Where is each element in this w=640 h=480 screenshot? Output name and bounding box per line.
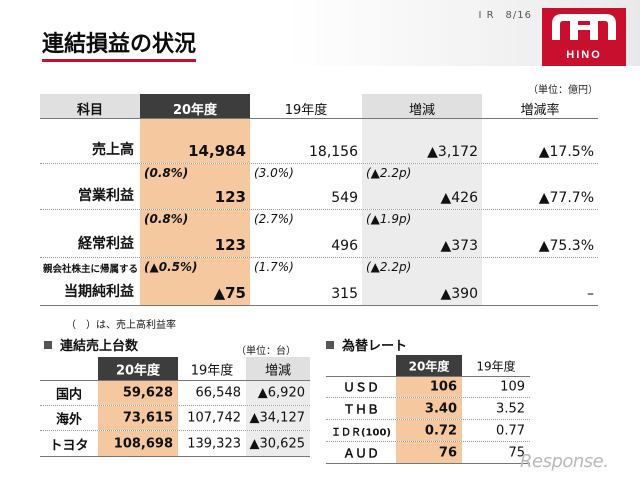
value-20: 108,698: [113, 436, 173, 451]
value-diff: ▲34,127: [249, 410, 306, 426]
value-diff: ▲373: [440, 238, 479, 254]
table-row: 経常利益 (0.8%) 123 (2.7%) 496 (▲1.9p) ▲373 …: [40, 210, 598, 258]
bullet-square-icon: [326, 341, 334, 349]
value-diff: ▲3,172: [427, 144, 478, 160]
column-header: 増減: [408, 103, 435, 118]
column-header: 増減率: [520, 103, 560, 118]
row-sublabel: 親会社株主に帰属する: [42, 264, 138, 275]
value-rate: ▲17.5%: [538, 144, 594, 160]
fx-table: 20年度 19年度 ＵＳＤ 106 109 ＴＨＢ 3.40 3.52 ＩＤＲ(…: [326, 355, 530, 464]
value-19: 3.52: [496, 401, 525, 416]
value-20: 123: [214, 236, 246, 254]
value-20: 73,615: [122, 410, 173, 426]
table-row: トヨタ 108,698 139,323 ▲30,625: [40, 431, 310, 457]
value-20: 0.72: [424, 423, 457, 438]
value-19: 66,548: [195, 385, 242, 401]
ratio-19: (3.0%): [254, 166, 294, 180]
value-20: 14,984: [188, 142, 246, 160]
units-table: 20年度 19年度 増減 国内 59,628 66,548 ▲6,920 海外 …: [40, 357, 310, 457]
column-header: 20年度: [115, 363, 161, 378]
value-20: 123: [214, 188, 246, 206]
ratio-diff: (▲2.2p): [366, 260, 412, 274]
value-20: ▲75: [213, 284, 246, 302]
table-row: ＩＤＲ(100) 0.72 0.77: [326, 420, 530, 442]
row-label: ＡＵＤ: [342, 446, 379, 460]
value-19: 18,156: [309, 144, 358, 160]
value-rate: ▲77.7%: [538, 190, 594, 206]
column-header: 20年度: [172, 103, 218, 118]
ratio-footnote: （ ）は、売上高利益率: [66, 320, 176, 331]
value-19: 549: [331, 190, 358, 206]
hino-logo-icon: [552, 14, 616, 40]
ratio-20: (0.8%): [144, 166, 189, 180]
row-label: トヨタ: [49, 438, 89, 453]
row-label: 売上高: [92, 142, 134, 158]
units-unit-label: （単位：台）: [236, 346, 296, 357]
page-indicator: I R 8/16: [478, 10, 532, 21]
column-header: 19年度: [284, 103, 328, 118]
income-table: 科目 20年度 19年度 増減 増減率 売上高 14,984 18,156 ▲3…: [40, 94, 598, 306]
value-20: 59,628: [122, 385, 173, 401]
row-label: 国内: [55, 387, 82, 403]
value-19: 139,323: [187, 436, 241, 451]
value-diff: ▲426: [440, 190, 479, 206]
table-row: ＡＵＤ 76 75: [326, 442, 530, 464]
bullet-square-icon: [44, 341, 52, 349]
value-diff: ▲30,625: [249, 436, 306, 451]
value-19: 315: [331, 286, 358, 302]
table-row: 売上高 14,984 18,156 ▲3,172 ▲17.5%: [40, 119, 598, 164]
ratio-19: (1.7%): [254, 260, 294, 274]
column-header: 科目: [76, 103, 103, 118]
column-header: 増減: [264, 363, 291, 378]
response-watermark: Response.: [520, 451, 609, 472]
table-row: 親会社株主に帰属する 当期純利益 (▲0.5%) ▲75 (1.7%) 315 …: [40, 258, 598, 306]
row-label: ＴＨＢ: [342, 402, 379, 416]
ratio-diff: (▲1.9p): [366, 212, 412, 226]
value-diff: ▲390: [440, 286, 479, 302]
page-title: 連結損益の状況: [42, 26, 197, 62]
fx-section-title: 為替レート: [326, 335, 407, 354]
ratio-20: (0.8%): [144, 212, 189, 226]
units-section-title: 連結売上台数: [44, 335, 138, 354]
value-19: 0.77: [496, 423, 525, 438]
income-table-header: 科目 20年度 19年度 増減 増減率: [40, 94, 598, 119]
column-header: 19年度: [190, 363, 234, 378]
value-20: 3.40: [424, 401, 457, 416]
row-label: 経常利益: [78, 236, 134, 252]
value-20: 106: [429, 379, 457, 395]
header-band: I R 8/16 連結損益の状況 HINO: [0, 0, 640, 66]
row-label: 当期純利益: [64, 284, 134, 300]
logo-text: HINO: [566, 49, 602, 61]
hino-logo: HINO: [542, 8, 626, 66]
fx-table-header: 20年度 19年度: [326, 355, 530, 377]
table-row: ＵＳＤ 106 109: [326, 377, 530, 398]
table-row: 海外 73,615 107,742 ▲34,127: [40, 406, 310, 431]
value-19: 107,742: [187, 410, 241, 426]
row-label: ＵＳＤ: [342, 380, 379, 395]
value-20: 76: [438, 445, 457, 460]
main-unit-label: （単位：億円）: [528, 85, 598, 96]
column-header: 20年度: [408, 359, 450, 373]
column-header: 19年度: [476, 359, 516, 373]
value-19: 496: [331, 238, 358, 254]
ratio-diff: (▲2.2p): [366, 166, 412, 180]
value-19: 109: [500, 379, 525, 395]
table-row: 営業利益 (0.8%) 123 (3.0%) 549 (▲2.2p) ▲426 …: [40, 164, 598, 210]
row-label: ＩＤＲ(100): [330, 427, 391, 438]
value-diff: ▲6,920: [257, 385, 305, 401]
value-rate: –: [587, 286, 594, 302]
table-row: 国内 59,628 66,548 ▲6,920: [40, 381, 310, 406]
units-table-header: 20年度 19年度 増減: [40, 357, 310, 381]
value-rate: ▲75.3%: [538, 238, 594, 254]
value-19: 75: [508, 445, 525, 460]
row-label: 営業利益: [78, 188, 134, 204]
row-label: 海外: [55, 412, 82, 428]
ratio-20: (▲0.5%): [144, 260, 198, 274]
ratio-19: (2.7%): [254, 212, 294, 226]
table-row: ＴＨＢ 3.40 3.52: [326, 398, 530, 420]
